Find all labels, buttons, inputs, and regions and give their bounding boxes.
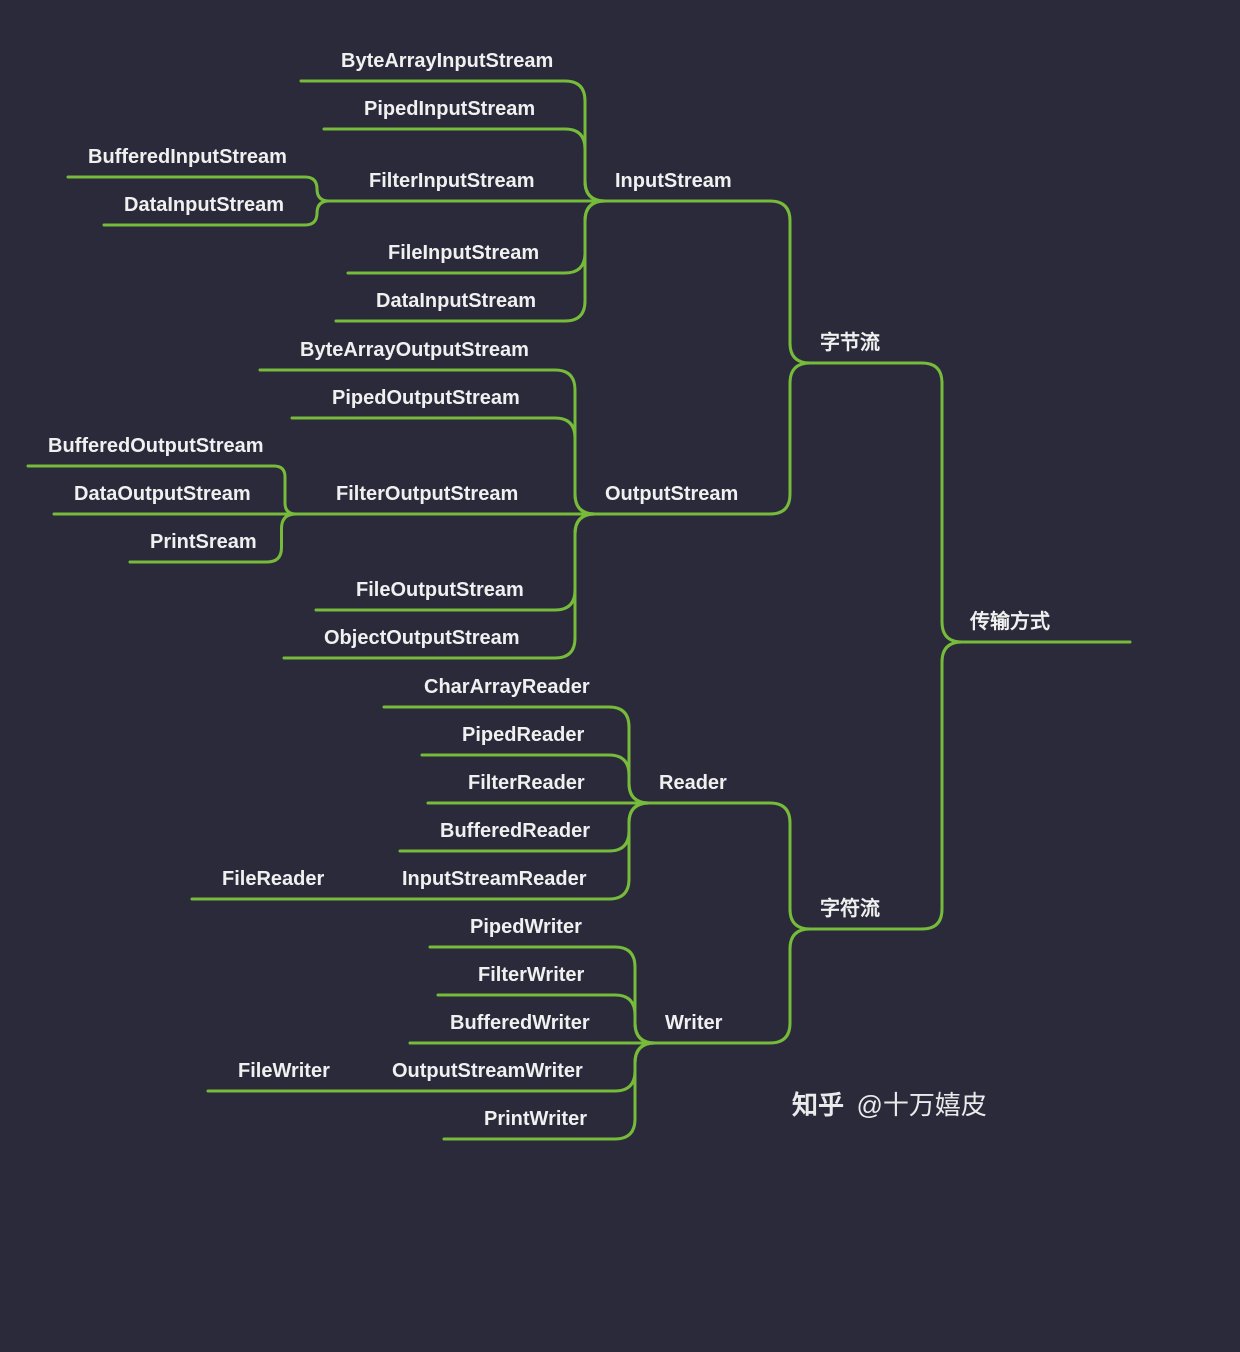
node-root: 传输方式 (970, 605, 1050, 634)
node-br: BufferedReader (440, 820, 590, 843)
edge-fos-bos (274, 466, 296, 514)
node-fileR: FileReader (222, 868, 324, 891)
edge-writer-osw (593, 1043, 655, 1091)
edge-in-fileIs (549, 201, 605, 273)
watermark-brand: 知乎 (792, 1090, 844, 1120)
edge-byte-out (748, 363, 810, 514)
edge-root-char (890, 642, 962, 929)
node-dis2: DataInputStream (376, 290, 536, 313)
mindmap-canvas: 知乎 @十万嬉皮 传输方式 字节流字符流 InputStream OutputStre… (0, 0, 1240, 1352)
node-fileIs: FileInputStream (388, 242, 539, 265)
edge-char-reader (737, 803, 810, 929)
edge-fos-ps (267, 514, 296, 562)
node-out: OutputStream (605, 483, 738, 506)
node-dos: DataOutputStream (74, 483, 251, 506)
edge-out-fileOs (534, 514, 595, 610)
edge-reader-br (600, 803, 649, 851)
edge-reader-car (600, 707, 649, 803)
edge-byte-in (742, 201, 810, 363)
edge-out-oos (530, 514, 595, 658)
edge-writer-fw (594, 995, 655, 1043)
node-writer: Writer (665, 1012, 722, 1035)
node-fis: FilterInputStream (369, 170, 535, 193)
edge-reader-pr (594, 755, 649, 803)
node-fos: FilterOutputStream (336, 483, 518, 506)
node-pos: PipedOutputStream (332, 387, 520, 410)
node-in: InputStream (615, 170, 732, 193)
node-baos: ByteArrayOutputStream (300, 339, 529, 362)
node-char: 字符流 (820, 892, 880, 921)
node-fr: FilterReader (468, 772, 585, 795)
edge-out-baos (539, 370, 595, 514)
node-fileW: FileWriter (238, 1060, 330, 1083)
edge-root-byte (890, 363, 962, 642)
node-osw: OutputStreamWriter (392, 1060, 583, 1083)
node-dis: DataInputStream (124, 194, 284, 217)
node-bos: BufferedOutputStream (48, 435, 264, 458)
edge-char-writer (732, 929, 810, 1043)
node-prw: PrintWriter (484, 1108, 587, 1131)
watermark-author: @十万嬉皮 (856, 1090, 986, 1120)
node-fw: FilterWriter (478, 964, 584, 987)
edge-fis-bis (297, 177, 329, 201)
edge-reader-isr (597, 803, 649, 899)
node-isr: InputStreamReader (402, 868, 587, 891)
edge-writer-pw (592, 947, 655, 1043)
watermark: 知乎 @十万嬉皮 (792, 1085, 987, 1122)
edge-writer-prw (597, 1043, 655, 1139)
node-reader: Reader (659, 772, 727, 795)
node-byte: 字节流 (820, 326, 880, 355)
node-bais: ByteArrayInputStream (341, 50, 553, 73)
node-bw: BufferedWriter (450, 1012, 590, 1035)
edge-out-pos (530, 418, 595, 514)
node-pr: PipedReader (462, 724, 584, 747)
node-pw: PipedWriter (470, 916, 582, 939)
node-bis: BufferedInputStream (88, 146, 287, 169)
node-ps: PrintSream (150, 531, 257, 554)
node-pis: PipedInputStream (364, 98, 535, 121)
node-fileOs: FileOutputStream (356, 579, 524, 602)
edge-in-pis (545, 129, 605, 201)
node-oos: ObjectOutputStream (324, 627, 520, 650)
edge-in-dis2 (546, 201, 605, 321)
edge-in-bais (563, 81, 605, 201)
edge-fis-dis (294, 201, 329, 225)
node-car: CharArrayReader (424, 676, 590, 699)
